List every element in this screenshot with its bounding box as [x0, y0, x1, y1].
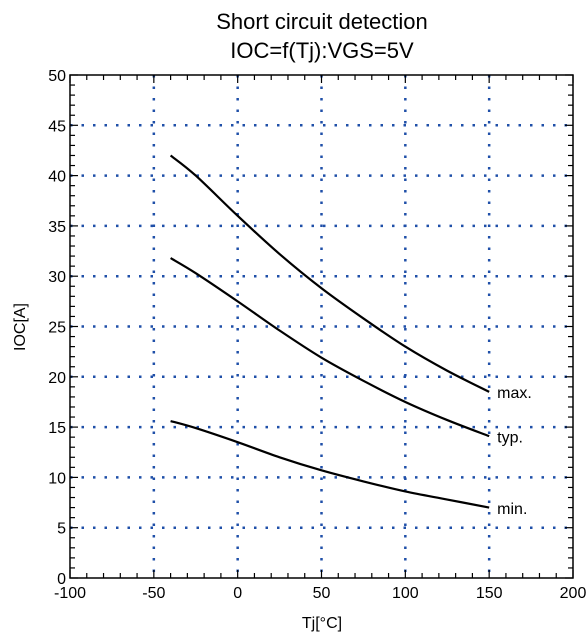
series-layer: [169, 154, 490, 509]
y-tick-label: 0: [57, 571, 66, 588]
y-tick-label: 25: [48, 320, 66, 337]
x-tick-label: 50: [313, 585, 331, 602]
series-line-min: [170, 420, 490, 509]
tick-layer: [69, 74, 574, 579]
x-axis-label: Tj[°C]: [302, 615, 342, 632]
x-tick-label: 150: [476, 585, 503, 602]
y-tick-label: 15: [48, 420, 66, 437]
x-tick-label: 200: [560, 585, 587, 602]
y-tick-label: 30: [48, 269, 66, 286]
x-tick-label: -50: [142, 585, 165, 602]
series-line-max: [169, 154, 490, 393]
series-line-typ: [170, 257, 490, 438]
y-tick-label: 35: [48, 219, 66, 236]
plot-frame: [69, 74, 574, 579]
y-tick-label: 10: [48, 470, 66, 487]
x-tick-label: 100: [392, 585, 419, 602]
y-tick-label: 50: [48, 68, 66, 85]
x-tick-label: 0: [233, 585, 242, 602]
chart-title: Short circuit detection: [216, 9, 428, 34]
series-label-min: min.: [497, 501, 527, 518]
y-tick-label: 5: [57, 521, 66, 538]
y-tick-label: 45: [48, 118, 66, 135]
series-label-max: max.: [497, 385, 532, 402]
series-label-typ: typ.: [497, 429, 523, 446]
y-tick-label: 20: [48, 370, 66, 387]
label-layer: -100 -50 0 50 100 150 200 0 5 10 15 20 25 30 35 40 45 50 m…: [48, 68, 586, 602]
x-tick-label: -100: [54, 585, 86, 602]
chart-subtitle: IOC=f(Tj):VGS=5V: [230, 38, 414, 63]
y-axis-label: IOC[A]: [12, 303, 29, 351]
y-tick-label: 40: [48, 169, 66, 186]
